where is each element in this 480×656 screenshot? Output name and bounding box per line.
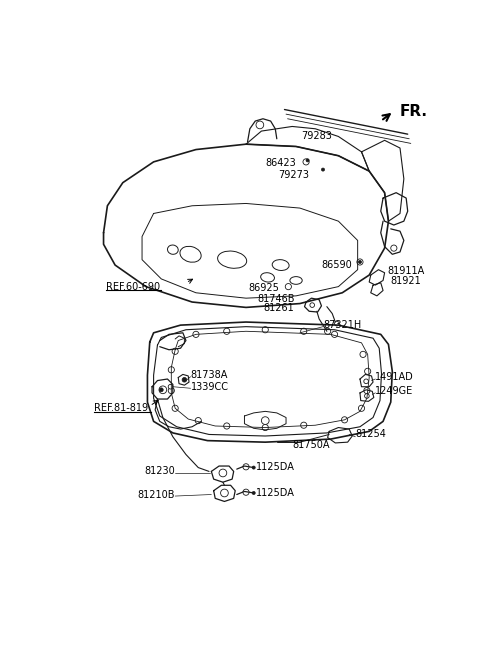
Text: 1249GE: 1249GE: [375, 386, 414, 396]
Circle shape: [357, 259, 363, 265]
Text: 86423: 86423: [265, 158, 296, 169]
Text: REF.60-690: REF.60-690: [106, 281, 160, 292]
Circle shape: [360, 352, 366, 358]
Circle shape: [341, 417, 348, 423]
Circle shape: [252, 466, 255, 469]
Circle shape: [224, 328, 230, 335]
Text: 81254: 81254: [355, 430, 386, 440]
Circle shape: [252, 491, 255, 495]
Circle shape: [322, 168, 324, 171]
Circle shape: [168, 367, 174, 373]
Circle shape: [359, 405, 365, 411]
Text: 81261: 81261: [264, 303, 295, 313]
Circle shape: [159, 386, 167, 394]
Circle shape: [193, 331, 199, 337]
Circle shape: [168, 384, 173, 389]
Text: 81746B: 81746B: [257, 294, 295, 304]
Circle shape: [159, 388, 163, 392]
Text: 81750A: 81750A: [292, 440, 330, 450]
Circle shape: [300, 328, 307, 335]
Circle shape: [365, 394, 369, 398]
Text: 1125DA: 1125DA: [256, 462, 295, 472]
Circle shape: [256, 121, 264, 129]
Circle shape: [262, 417, 269, 424]
Text: FR.: FR.: [400, 104, 428, 119]
Circle shape: [262, 424, 268, 430]
Text: 81210B: 81210B: [138, 489, 175, 499]
Circle shape: [243, 464, 249, 470]
Circle shape: [262, 327, 268, 333]
Text: 86925: 86925: [248, 283, 279, 293]
Circle shape: [364, 379, 369, 384]
Circle shape: [224, 423, 230, 429]
Circle shape: [195, 417, 201, 424]
Text: 81738A: 81738A: [191, 370, 228, 380]
Circle shape: [324, 328, 331, 335]
Text: 81911A: 81911A: [388, 266, 425, 276]
Circle shape: [168, 388, 174, 394]
Text: 1339CC: 1339CC: [191, 382, 228, 392]
Circle shape: [243, 489, 249, 495]
Text: 79273: 79273: [278, 170, 309, 180]
Circle shape: [365, 368, 371, 375]
Circle shape: [310, 303, 314, 308]
Circle shape: [300, 422, 307, 428]
Circle shape: [364, 388, 370, 394]
Circle shape: [182, 377, 187, 382]
Text: 1125DA: 1125DA: [256, 488, 295, 498]
Circle shape: [285, 283, 291, 290]
Circle shape: [303, 159, 309, 165]
Circle shape: [332, 331, 337, 337]
Circle shape: [172, 405, 178, 411]
Text: 86590: 86590: [322, 260, 352, 270]
Circle shape: [359, 260, 361, 264]
Circle shape: [219, 469, 227, 477]
Text: 81921: 81921: [390, 276, 421, 286]
Circle shape: [306, 159, 309, 162]
Text: 1491AD: 1491AD: [375, 373, 414, 382]
Circle shape: [221, 489, 228, 497]
Circle shape: [391, 245, 397, 251]
Circle shape: [172, 348, 178, 354]
Circle shape: [335, 321, 339, 326]
Text: REF.81-819: REF.81-819: [94, 403, 148, 413]
Text: 81230: 81230: [144, 466, 175, 476]
Text: 87321H: 87321H: [323, 320, 361, 330]
Text: 79283: 79283: [301, 131, 332, 142]
